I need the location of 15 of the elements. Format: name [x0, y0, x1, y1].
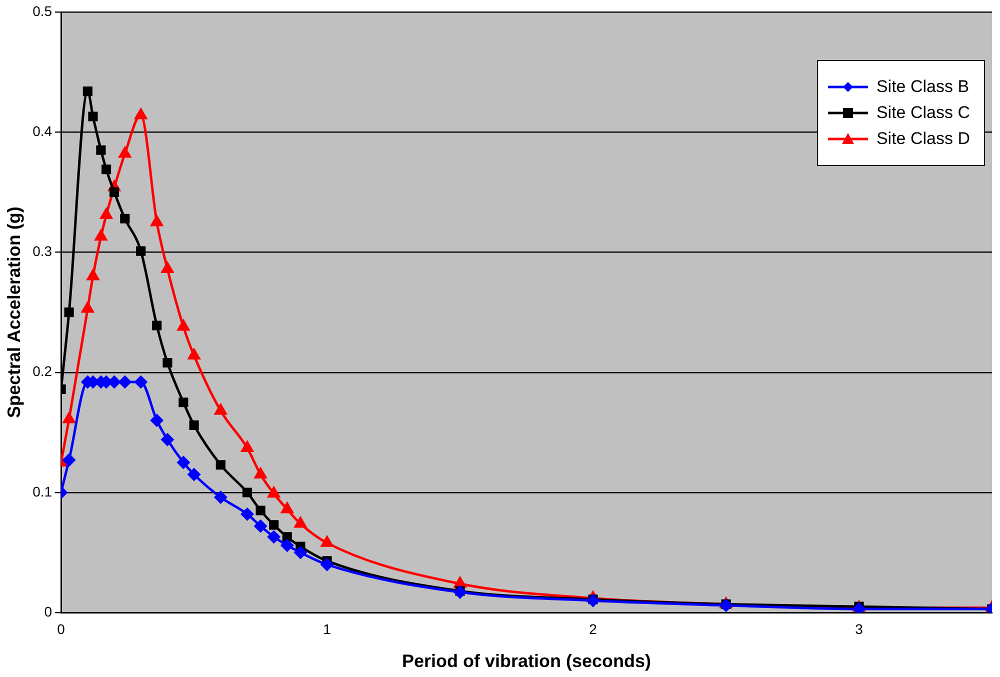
y-tick-label: 0.5 [32, 2, 52, 19]
x-axis-title: Period of vibration (seconds) [402, 651, 652, 672]
x-tick-label: 0 [57, 620, 66, 637]
y-axis-title: Spectral Acceleration (g) [4, 206, 24, 418]
x-tick-label: 3 [855, 620, 864, 637]
y-tick-label: 0.3 [32, 243, 52, 260]
legend-label: Site Class C [876, 103, 970, 123]
legend-label: Site Class D [876, 129, 970, 149]
y-tick-label: 0.4 [32, 122, 52, 139]
legend-label: Site Class B [876, 77, 970, 97]
y-tick-label: 0.1 [32, 483, 52, 500]
x-tick-label: 1 [323, 620, 332, 637]
y-tick-label: 0 [44, 603, 52, 620]
x-tick-label: 2 [589, 620, 598, 637]
y-tick-label: 0.2 [32, 363, 52, 380]
